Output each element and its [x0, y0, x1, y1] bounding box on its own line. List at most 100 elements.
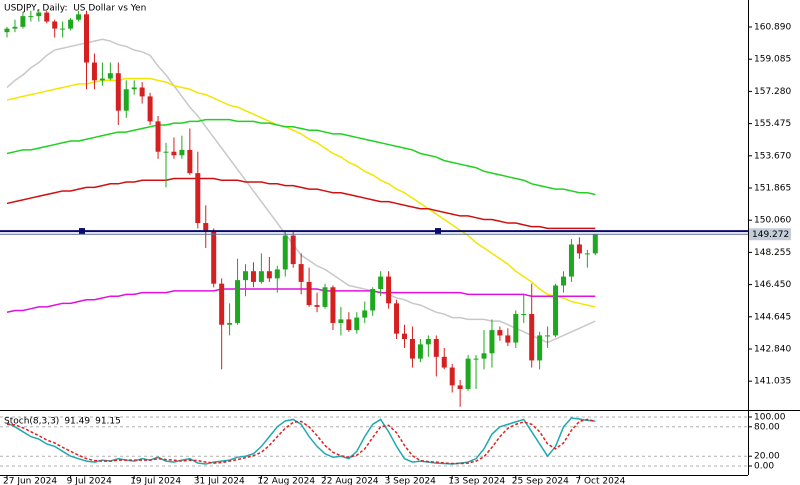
candle-body — [417, 344, 423, 359]
candle-body — [306, 281, 312, 306]
candle-body — [282, 235, 288, 270]
candle-body — [553, 285, 559, 336]
candle-body — [322, 287, 328, 307]
candle-body — [298, 264, 304, 282]
candle-body — [76, 14, 82, 20]
candle-body — [362, 310, 368, 318]
candle-body — [131, 87, 137, 90]
candle-body — [449, 367, 455, 386]
line-series — [6, 118, 596, 196]
candle-body — [266, 271, 272, 279]
candle-body — [338, 319, 344, 323]
candle-body — [465, 358, 471, 389]
y-tick-label: 80.00 — [754, 422, 780, 432]
candle-body — [203, 223, 209, 232]
x-tick-label: 12 Aug 2024 — [257, 477, 315, 485]
y-tick-label: 159.085 — [754, 55, 791, 65]
candle-body — [179, 149, 185, 156]
y-tick-label: 144.645 — [754, 312, 791, 322]
y-tick-label: 153.670 — [754, 151, 791, 161]
candle-body — [529, 314, 535, 361]
candle-body — [195, 173, 201, 224]
candle-body — [584, 253, 590, 255]
candle-body — [12, 26, 18, 29]
candle-body — [187, 149, 193, 174]
candle-body — [68, 19, 74, 29]
candle-body — [592, 234, 598, 254]
candle-body — [52, 21, 58, 29]
x-tick-label: 13 Sep 2024 — [448, 477, 505, 485]
candle-body — [84, 14, 89, 63]
candle-body — [91, 62, 97, 81]
candle-body — [44, 12, 50, 22]
x-tick-label: 7 Oct 2024 — [575, 477, 625, 485]
x-tick-label: 31 Jul 2024 — [194, 477, 245, 485]
candle-body — [250, 271, 256, 282]
candle-body — [409, 339, 415, 359]
candle-body — [115, 73, 121, 111]
candle-body — [537, 335, 543, 361]
y-tick-label: 160.890 — [754, 23, 791, 33]
candle-body — [370, 289, 376, 311]
candle-body — [386, 276, 392, 304]
candle-body — [489, 330, 495, 354]
level-anchor — [435, 228, 441, 235]
x-tick-label: 27 Jun 2024 — [3, 477, 57, 485]
x-tick-label: 3 Sep 2024 — [385, 477, 437, 485]
chart-title: USDJPY, Daily: US Dollar vs Yen — [4, 4, 146, 14]
candle-body — [171, 151, 177, 156]
candle-body — [274, 269, 280, 279]
candle-body — [576, 244, 582, 254]
y-tick-label: 157.280 — [754, 87, 791, 97]
y-tick-label: 141.035 — [754, 377, 791, 387]
candle-body — [155, 121, 161, 152]
candle-body — [314, 305, 320, 307]
y-tick-label: 100.00 — [754, 412, 786, 422]
candle-body — [481, 353, 487, 359]
candle-body — [394, 303, 400, 334]
candle-body — [227, 322, 233, 325]
candle-body — [20, 16, 26, 27]
candle-body — [163, 151, 169, 153]
line-series — [6, 77, 596, 308]
level-anchor — [79, 228, 85, 235]
candle-body — [545, 335, 551, 337]
candle-body — [330, 287, 336, 323]
y-tick-label: 148.255 — [754, 248, 791, 258]
candle-body — [497, 330, 503, 336]
candle-body — [147, 96, 153, 122]
candle-body — [60, 28, 66, 30]
y-tick-label: 20.00 — [754, 452, 780, 462]
x-tick-label: 9 Jul 2024 — [67, 477, 112, 485]
candle-body — [457, 385, 463, 389]
line-series — [6, 418, 596, 465]
candle-body — [354, 317, 360, 331]
candle-body — [561, 276, 566, 286]
candle-body — [568, 244, 574, 277]
candle-body — [28, 16, 34, 18]
y-tick-label: 146.450 — [754, 280, 791, 290]
x-tick-label: 19 Jul 2024 — [130, 477, 181, 485]
y-tick-label: 150.060 — [754, 216, 791, 226]
candle-body — [425, 339, 431, 345]
candle-body — [219, 283, 225, 325]
price-label: 149.272 — [752, 230, 789, 240]
candle-body — [433, 339, 439, 357]
candle-body — [243, 271, 248, 281]
y-tick-label: 151.865 — [754, 183, 791, 193]
indicator-value: 91.49 — [64, 417, 90, 427]
indicator-value: 91.15 — [95, 417, 121, 427]
candle-body — [139, 87, 145, 97]
candle-body — [107, 73, 113, 79]
candle-body — [36, 12, 42, 17]
candle-body — [505, 335, 511, 343]
y-tick-label: 0.00 — [754, 462, 774, 472]
candle-body — [123, 89, 129, 111]
candle-body — [402, 333, 407, 340]
candle-body — [4, 28, 10, 33]
y-tick-label: 142.840 — [754, 344, 791, 354]
x-tick-label: 22 Aug 2024 — [321, 477, 379, 485]
